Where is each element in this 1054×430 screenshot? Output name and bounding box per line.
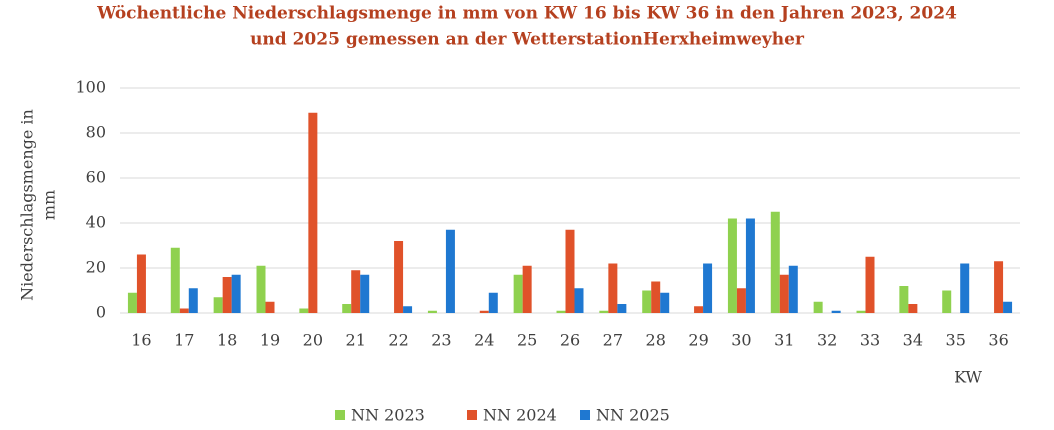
bar: [188, 288, 198, 313]
x-tick-label: 23: [431, 331, 451, 350]
bar: [736, 288, 746, 313]
bar: [856, 310, 866, 313]
bar: [599, 310, 609, 313]
bar: [445, 229, 455, 313]
y-axis-label-line: mm: [40, 190, 59, 220]
bar: [170, 247, 180, 313]
x-tick-label: 27: [603, 331, 623, 350]
x-tick-label: 28: [646, 331, 666, 350]
x-tick-label: 24: [474, 331, 494, 350]
x-axis-label: KW: [954, 368, 982, 387]
bar: [479, 310, 489, 313]
bar: [136, 254, 146, 313]
x-tick-label: 34: [903, 331, 923, 350]
x-tick-label: 32: [817, 331, 837, 350]
bar: [1003, 301, 1013, 313]
bar: [960, 263, 970, 313]
y-axis-label: Niederschlagsmenge in mm: [18, 109, 59, 301]
x-tick-label: 21: [346, 331, 366, 350]
bar: [213, 297, 223, 313]
bar: [351, 270, 361, 313]
x-tick-label: 22: [388, 331, 408, 350]
bar: [694, 306, 704, 313]
bar: [394, 241, 404, 313]
x-tick-label: 19: [260, 331, 280, 350]
x-tick-label: 25: [517, 331, 537, 350]
bar: [727, 218, 737, 313]
bar: [779, 274, 789, 313]
bar: [342, 304, 352, 313]
y-tick-label: 100: [75, 78, 106, 97]
legend-label: NN 2025: [596, 406, 670, 425]
bar: [617, 304, 627, 313]
bar: [660, 292, 670, 313]
bar: [642, 290, 652, 313]
legend-swatch: [580, 410, 590, 420]
y-tick-label: 20: [86, 258, 106, 277]
y-axis-label-line: Niederschlagsmenge in: [18, 109, 37, 301]
x-tick-label: 16: [131, 331, 151, 350]
chart-title: Wöchentliche Niederschlagsmenge in mm vo…: [96, 4, 957, 24]
y-tick-label: 80: [86, 123, 106, 142]
x-tick-label: 30: [731, 331, 751, 350]
bar: [403, 306, 413, 313]
bar: [745, 218, 755, 313]
y-tick-label: 60: [86, 168, 106, 187]
bar: [360, 274, 370, 313]
bar: [574, 288, 584, 313]
y-tick-label: 40: [86, 213, 106, 232]
legend-swatch: [467, 410, 477, 420]
x-tick-label: 20: [303, 331, 323, 350]
bar: [788, 265, 798, 313]
bar: [222, 277, 232, 313]
bar: [565, 229, 575, 313]
x-tick-label: 17: [174, 331, 194, 350]
bar: [608, 263, 618, 313]
x-tick-label: 33: [860, 331, 880, 350]
bar: [427, 310, 437, 313]
bar: [865, 256, 875, 313]
x-tick-label: 26: [560, 331, 580, 350]
x-tick-label: 31: [774, 331, 794, 350]
bar: [994, 261, 1004, 313]
bar: [265, 301, 275, 313]
bar: [703, 263, 713, 313]
bar: [231, 274, 241, 313]
bar: [127, 292, 137, 313]
bar: [831, 310, 841, 313]
legend-swatch: [335, 410, 345, 420]
bar: [899, 286, 909, 313]
bar: [813, 301, 823, 313]
bar: [651, 281, 661, 313]
chart-title: und 2025 gemessen an der WetterstationHe…: [250, 30, 805, 50]
x-tick-label: 29: [688, 331, 708, 350]
bar: [908, 304, 918, 313]
bar: [488, 292, 498, 313]
bar: [556, 310, 566, 313]
y-tick-label: 0: [96, 303, 106, 322]
bar: [308, 112, 318, 313]
x-tick-label: 36: [988, 331, 1008, 350]
bar: [256, 265, 266, 313]
legend-label: NN 2024: [483, 406, 557, 425]
bar: [770, 211, 780, 313]
bar: [179, 308, 189, 313]
bar: [522, 265, 532, 313]
x-tick-label: 18: [217, 331, 237, 350]
bar: [299, 308, 309, 313]
legend-label: NN 2023: [351, 406, 425, 425]
bar: [942, 290, 952, 313]
bar: [513, 274, 523, 313]
x-tick-label: 35: [946, 331, 966, 350]
